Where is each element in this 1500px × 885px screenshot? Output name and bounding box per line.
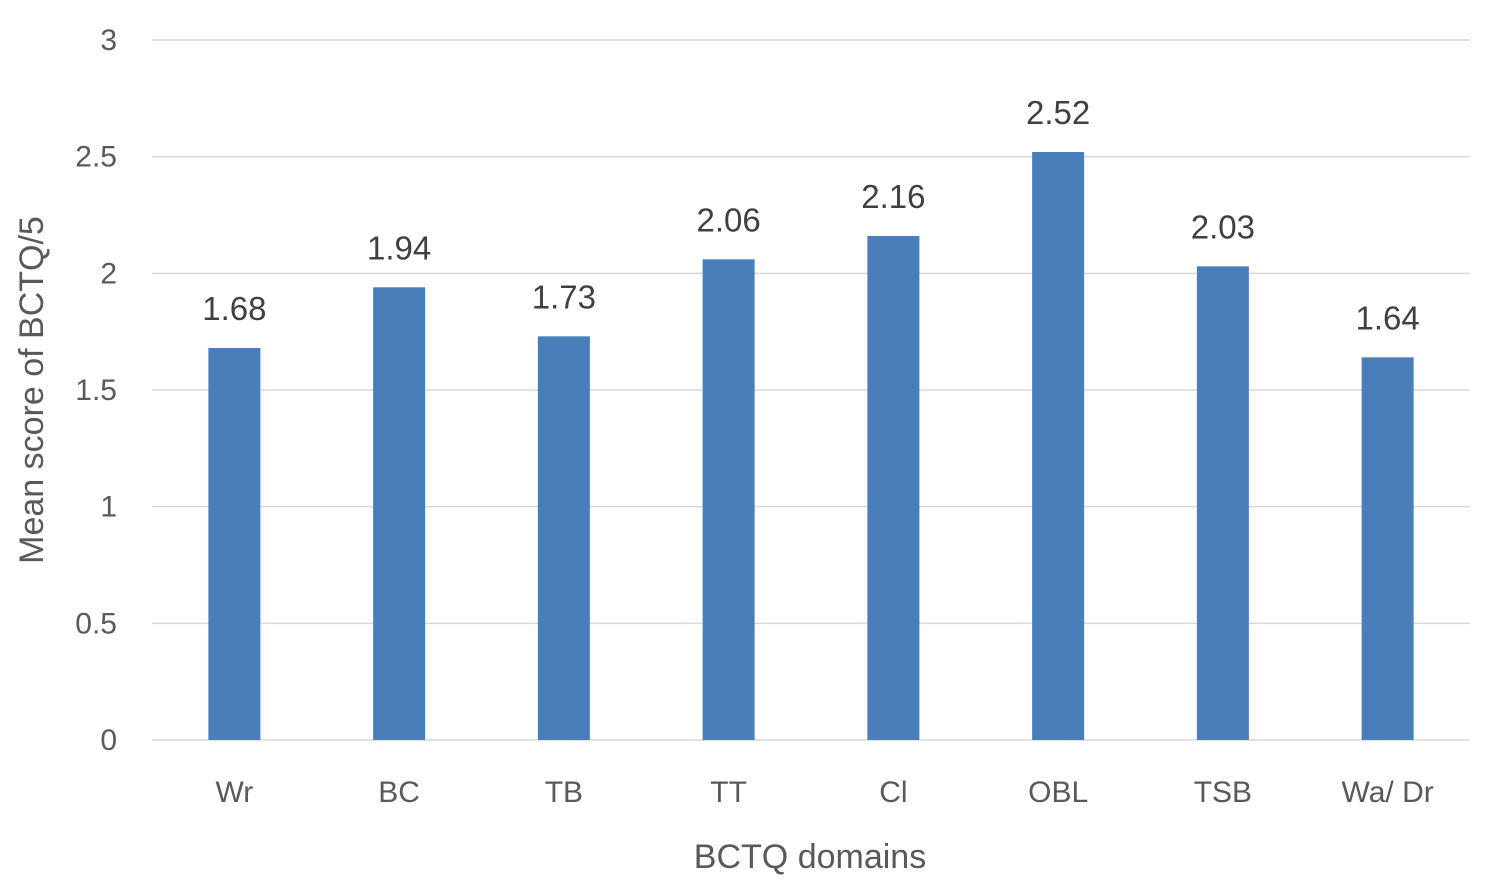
- data-label: 2.03: [1191, 208, 1255, 245]
- x-tick-label: Wr: [215, 776, 253, 809]
- bar: [867, 236, 920, 740]
- bar: [702, 259, 755, 740]
- data-label: 1.73: [532, 278, 596, 315]
- y-axis-title: Mean score of BCTQ/5: [13, 216, 51, 564]
- y-tick-label: 3: [100, 24, 117, 57]
- x-axis-ticks: Wr BC TB TT Cl OBL TSB Wa/ Dr: [215, 776, 1433, 809]
- data-label: 1.68: [202, 290, 266, 327]
- data-label: 2.52: [1026, 94, 1090, 131]
- y-tick-label: 0: [100, 724, 117, 757]
- y-tick-label: 1: [100, 491, 117, 524]
- data-label: 1.64: [1356, 299, 1420, 336]
- data-labels: 1.68 1.94 1.73 2.06 2.16 2.52 2.03 1.64: [202, 94, 1419, 336]
- x-tick-label: Wa/ Dr: [1342, 776, 1434, 809]
- bar: [208, 348, 261, 740]
- y-tick-label: 2.5: [75, 141, 117, 174]
- bar: [373, 287, 426, 740]
- y-axis-ticks: 0 0.5 1 1.5 2 2.5 3: [75, 24, 117, 757]
- data-label: 1.94: [367, 229, 431, 266]
- y-tick-label: 0.5: [75, 607, 117, 640]
- bar: [1361, 357, 1414, 740]
- data-label: 2.06: [697, 201, 761, 238]
- x-tick-label: TT: [710, 776, 747, 809]
- bars: [208, 152, 1414, 740]
- x-tick-label: BC: [378, 776, 420, 809]
- x-tick-label: Cl: [879, 776, 907, 809]
- bar: [537, 336, 590, 740]
- y-tick-label: 2: [100, 257, 117, 290]
- gridlines: [152, 39, 1470, 741]
- bar: [1032, 152, 1085, 740]
- y-tick-label: 1.5: [75, 374, 117, 407]
- x-tick-label: TB: [545, 776, 583, 809]
- x-tick-label: TSB: [1194, 776, 1252, 809]
- x-axis-title: BCTQ domains: [694, 838, 926, 876]
- bar: [1196, 266, 1249, 740]
- x-tick-label: OBL: [1028, 776, 1088, 809]
- data-label: 2.16: [861, 178, 925, 215]
